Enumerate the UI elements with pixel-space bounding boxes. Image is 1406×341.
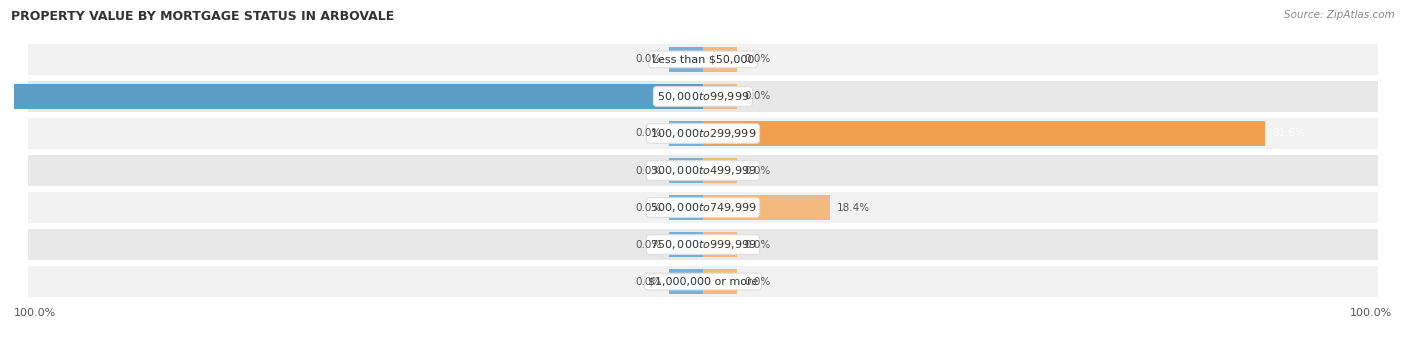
Text: $50,000 to $99,999: $50,000 to $99,999 xyxy=(657,90,749,103)
Text: 81.6%: 81.6% xyxy=(1272,129,1305,138)
Text: 0.0%: 0.0% xyxy=(636,129,662,138)
Text: 0.0%: 0.0% xyxy=(636,55,662,64)
Bar xyxy=(703,121,1265,146)
Text: Less than $50,000: Less than $50,000 xyxy=(652,55,754,64)
Text: $750,000 to $999,999: $750,000 to $999,999 xyxy=(650,238,756,251)
Bar xyxy=(28,266,1378,297)
Text: 0.0%: 0.0% xyxy=(636,277,662,286)
Text: 100.0%: 100.0% xyxy=(0,91,7,102)
Bar xyxy=(703,232,738,257)
Bar xyxy=(669,158,703,183)
Text: PROPERTY VALUE BY MORTGAGE STATUS IN ARBOVALE: PROPERTY VALUE BY MORTGAGE STATUS IN ARB… xyxy=(11,10,395,23)
Text: 18.4%: 18.4% xyxy=(837,203,870,212)
Bar xyxy=(669,195,703,220)
Bar xyxy=(669,269,703,294)
Bar xyxy=(28,192,1378,223)
Bar xyxy=(703,47,738,72)
Bar xyxy=(28,229,1378,260)
Bar xyxy=(703,195,830,220)
Bar xyxy=(28,44,1378,75)
Text: Source: ZipAtlas.com: Source: ZipAtlas.com xyxy=(1284,10,1395,20)
Text: 100.0%: 100.0% xyxy=(1350,308,1392,318)
Bar xyxy=(703,158,738,183)
Bar xyxy=(28,155,1378,186)
Bar xyxy=(703,269,738,294)
Text: 0.0%: 0.0% xyxy=(744,55,770,64)
Bar xyxy=(28,81,1378,112)
Bar xyxy=(669,232,703,257)
Bar xyxy=(669,121,703,146)
Text: $500,000 to $749,999: $500,000 to $749,999 xyxy=(650,201,756,214)
Text: 100.0%: 100.0% xyxy=(14,308,56,318)
Text: 0.0%: 0.0% xyxy=(636,203,662,212)
Bar xyxy=(28,118,1378,149)
Text: $100,000 to $299,999: $100,000 to $299,999 xyxy=(650,127,756,140)
Text: 0.0%: 0.0% xyxy=(744,239,770,250)
Text: $300,000 to $499,999: $300,000 to $499,999 xyxy=(650,164,756,177)
Text: $1,000,000 or more: $1,000,000 or more xyxy=(648,277,758,286)
Text: 0.0%: 0.0% xyxy=(636,239,662,250)
Text: 0.0%: 0.0% xyxy=(744,277,770,286)
Text: 0.0%: 0.0% xyxy=(744,91,770,102)
Text: 0.0%: 0.0% xyxy=(744,165,770,176)
Bar xyxy=(14,84,703,109)
Text: 0.0%: 0.0% xyxy=(636,165,662,176)
Bar xyxy=(703,84,738,109)
Bar xyxy=(669,47,703,72)
